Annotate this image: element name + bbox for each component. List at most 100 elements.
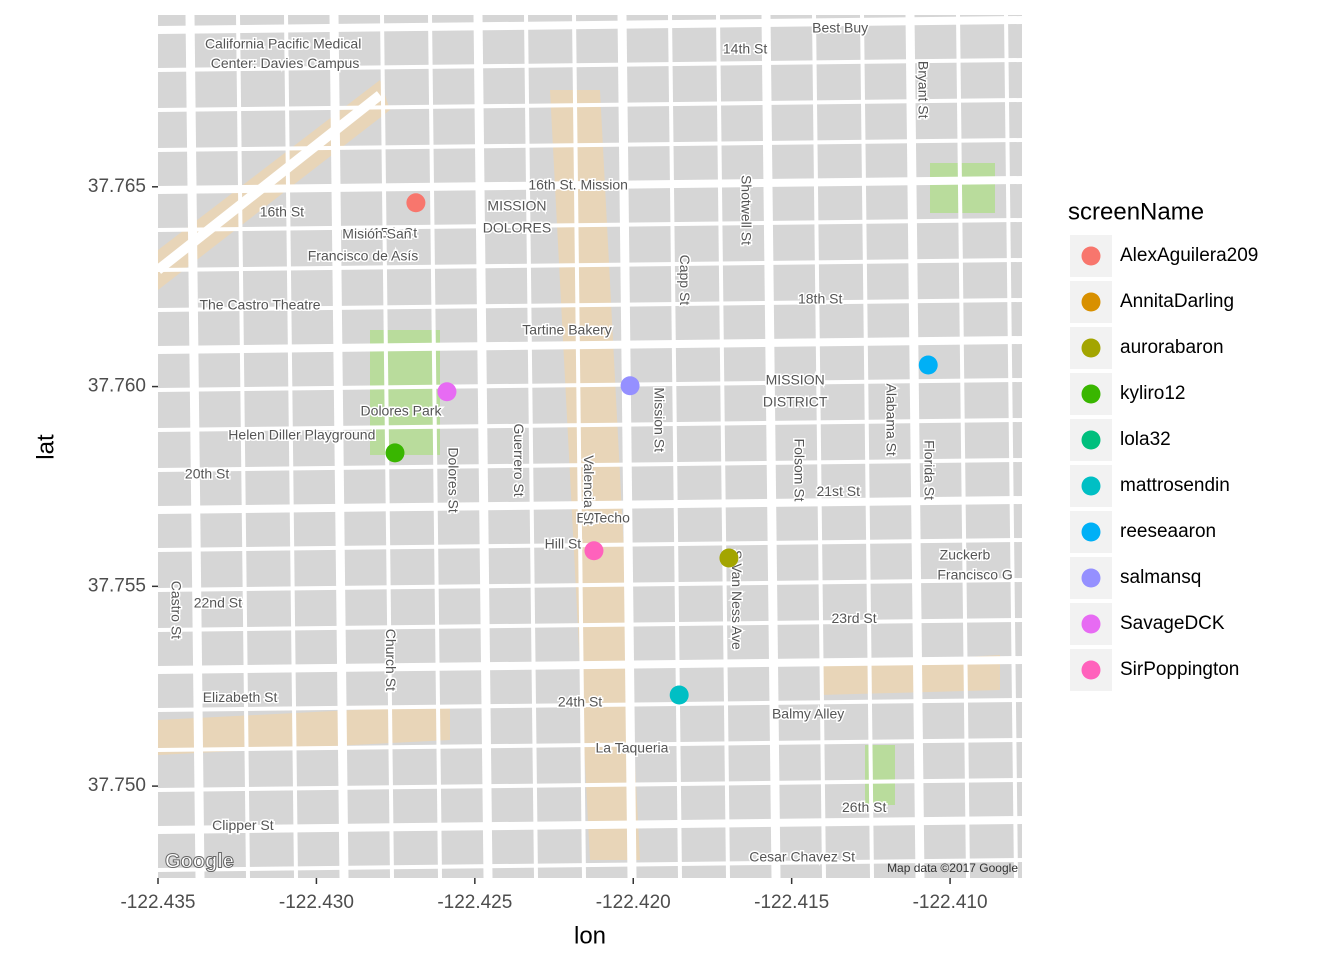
map-label: Shotwell St [738, 175, 754, 245]
map-label: Mission St [651, 387, 667, 452]
map-label: La Taqueria [596, 740, 669, 756]
map-street [860, 15, 874, 878]
map-label: 24th St [558, 694, 602, 710]
legend-swatch [1081, 384, 1101, 404]
map-street [158, 656, 1022, 674]
map-label: Castro St [168, 581, 184, 639]
map-street [158, 138, 1022, 152]
legend-label: salmansq [1120, 567, 1201, 588]
map-label: MISSION [766, 372, 825, 388]
map-attribution: Map data ©2017 Google [887, 861, 1018, 875]
map-label: Guerrero St [511, 424, 527, 497]
map-label: Dolores Park [361, 402, 443, 418]
x-tick-label: -122.410 [913, 892, 988, 913]
map-label: Capp St [677, 255, 693, 306]
map-label: 20th St [185, 466, 229, 482]
legend-label: SirPoppington [1120, 659, 1239, 680]
y-tick-label: 37.760 [88, 376, 146, 397]
map-label: California Pacific Medical [205, 35, 361, 51]
legend-swatch [1081, 338, 1101, 358]
map-label: 22nd St [194, 595, 242, 611]
x-tick-label: -122.435 [120, 892, 195, 913]
map-street [158, 418, 1022, 432]
map-street [158, 16, 1022, 34]
point [719, 548, 739, 568]
map-label: Best Buy [812, 19, 868, 35]
map-label: Misión San [342, 225, 411, 241]
legend: AlexAguilera209 AnnitaDarling aurorabaron k… [1070, 235, 1258, 691]
map-label: 23rd St [832, 610, 877, 626]
map-street [329, 15, 349, 878]
map-street [668, 15, 682, 878]
map-label: El Techo [576, 510, 630, 526]
map-street [956, 15, 970, 878]
map-street [158, 816, 1022, 834]
map-street [158, 58, 1022, 72]
map-street [185, 15, 205, 878]
map-street [158, 378, 1022, 392]
map-street [905, 15, 925, 878]
map-street [158, 738, 1022, 752]
map-label: Elizabeth St [203, 689, 278, 705]
map-park [930, 163, 995, 213]
point [437, 382, 457, 402]
map-label: Dolores St [445, 447, 461, 512]
map-label: 26th St [842, 799, 886, 815]
map-label: Florida St [922, 440, 938, 500]
map-street [158, 858, 1022, 872]
map [158, 15, 1022, 878]
map-label: Folsom St [791, 439, 807, 502]
map-label: Hill St [545, 535, 582, 551]
legend-label: aurorabaron [1120, 337, 1224, 358]
map-label: Francisco G [937, 567, 1012, 583]
map-street [158, 336, 1022, 354]
map-street [158, 496, 1022, 514]
point [406, 193, 426, 213]
map-street [284, 15, 298, 878]
map-streets [158, 15, 1022, 878]
map-label: 14th St [723, 40, 767, 56]
map-street [158, 298, 1022, 312]
x-tick-label: -122.415 [754, 892, 829, 913]
point [385, 443, 405, 463]
map-label: Balmy Alley [772, 706, 844, 722]
map-street [812, 15, 826, 878]
map-label: 16th St [260, 203, 304, 219]
map-label: Church St [383, 629, 399, 691]
map-street [236, 15, 250, 878]
map-label: Alabama St [883, 384, 899, 456]
legend-swatch [1081, 246, 1101, 266]
map-label: Center: Davies Campus [211, 55, 360, 71]
map-street [761, 15, 781, 878]
plot-marks [385, 193, 938, 705]
point [584, 541, 604, 561]
y-tick-label: 37.750 [88, 775, 146, 796]
map-label: DOLORES [483, 219, 551, 235]
map-area [158, 705, 450, 755]
map-street [380, 15, 394, 878]
map-label: Bryant St [915, 61, 931, 119]
map-label: Zuckerb [940, 547, 991, 563]
legend-label: SavageDCK [1120, 613, 1225, 634]
map-street [716, 15, 730, 878]
legend-label: kyliro12 [1120, 383, 1185, 404]
legend-swatch [1081, 476, 1101, 496]
map-label: S Van Ness Ave [729, 550, 745, 650]
legend-swatch [1081, 522, 1101, 542]
map-street [158, 91, 384, 274]
map-street [1004, 15, 1018, 878]
legend-swatch [1081, 568, 1101, 588]
map-street [158, 778, 1022, 792]
point [918, 355, 938, 375]
x-tick-label: -122.430 [279, 892, 354, 913]
point [620, 376, 640, 396]
legend-label: mattrosendin [1120, 475, 1230, 496]
legend-label: reeseaaron [1120, 521, 1216, 542]
x-tick-label: -122.425 [437, 892, 512, 913]
map-label: Tartine Bakery [522, 322, 611, 338]
map-label: 18th St [798, 291, 842, 307]
map-street [158, 176, 1022, 194]
map-street [524, 15, 538, 878]
map-label: Cesar Chavez St [749, 849, 855, 865]
map-street [158, 458, 1022, 472]
